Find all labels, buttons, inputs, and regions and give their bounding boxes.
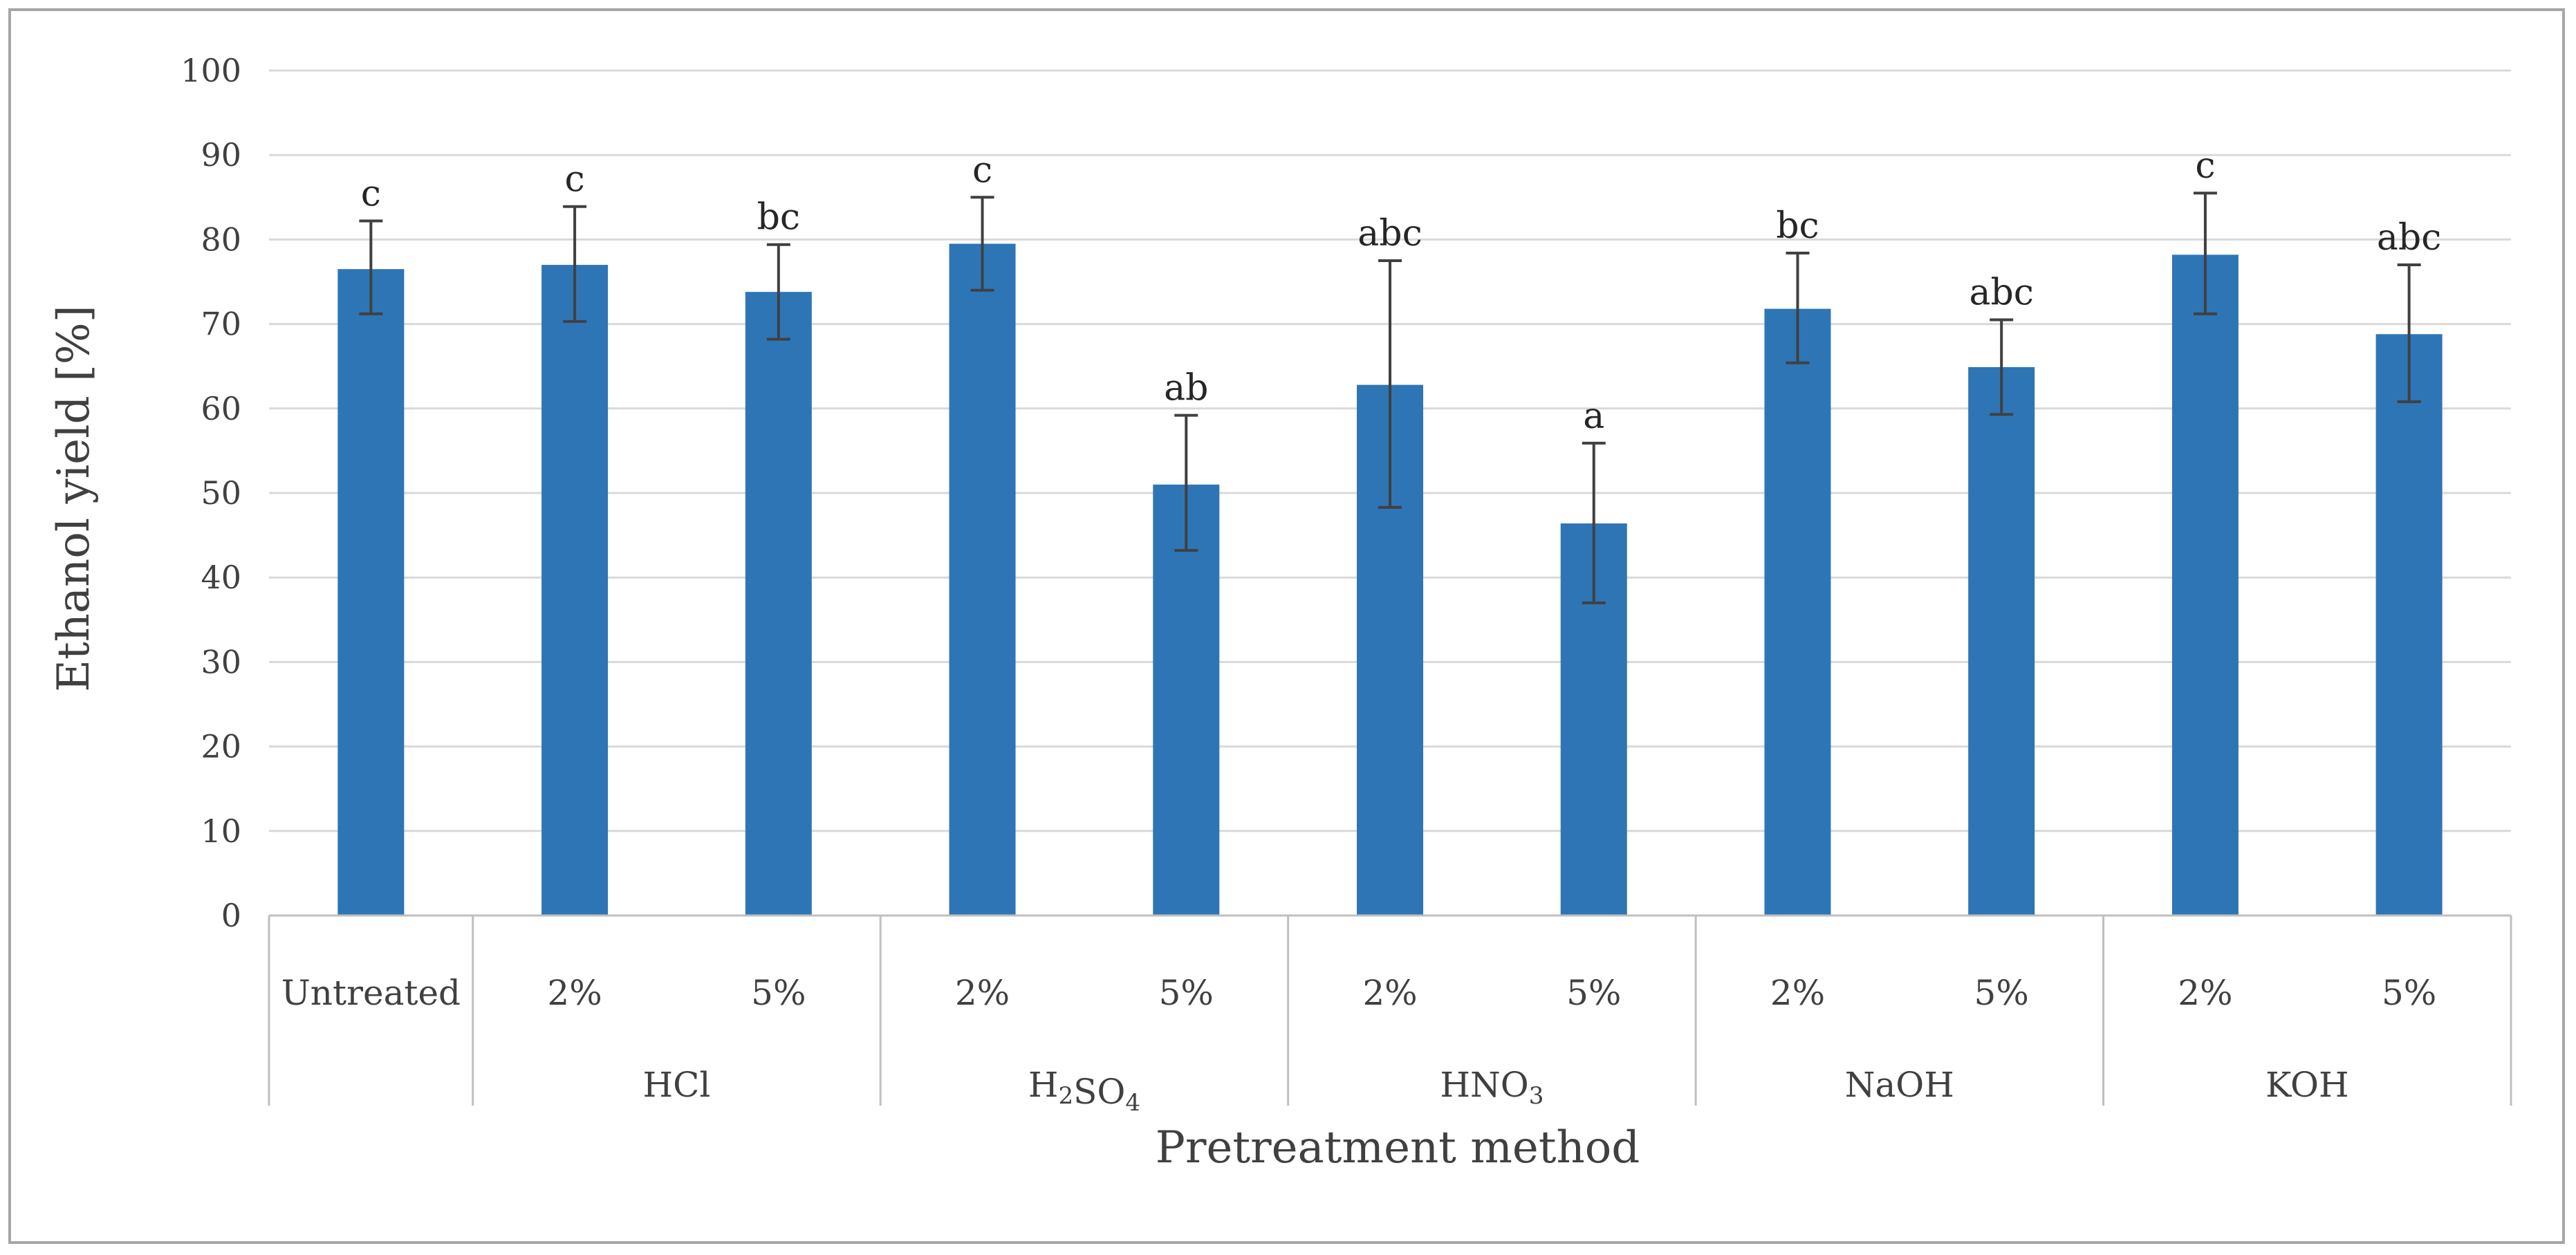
bar — [1153, 484, 1220, 915]
bars — [337, 243, 2443, 915]
x-tick-label: 2% — [1362, 973, 1417, 1013]
y-tick-label: 60 — [201, 390, 241, 427]
y-tick-label: 90 — [201, 136, 241, 174]
error-bar — [970, 196, 994, 292]
error-bar — [2397, 263, 2421, 404]
x-tick-label: 5% — [1974, 973, 2029, 1013]
x-tick-label: 5% — [2382, 973, 2436, 1013]
significance-label: c — [565, 159, 585, 201]
group-label: HNO3 — [1440, 1065, 1544, 1110]
y-axis-ticks: 0 10 20 30 40 50 60 70 80 90 100 — [180, 52, 241, 934]
x-tick-label: 5% — [1159, 973, 1214, 1013]
y-tick-label: 40 — [201, 559, 241, 596]
chart-frame: 0 10 20 30 40 50 60 70 80 90 100 c c bc c ab abc a bc abc c… — [8, 8, 2565, 1244]
bar — [1968, 366, 2035, 915]
y-tick-label: 10 — [201, 812, 241, 850]
x-tick-label: 2% — [1770, 973, 1825, 1013]
x-tick-label: Untreated — [281, 973, 461, 1013]
y-tick-label: 70 — [201, 306, 241, 343]
significance-label: bc — [1776, 205, 1819, 247]
group-label: H2SO4 — [1028, 1065, 1140, 1117]
error-bar — [563, 205, 587, 323]
error-bar — [359, 219, 383, 315]
bar — [2375, 334, 2443, 915]
x-tick-label: 5% — [1566, 973, 1621, 1013]
x-axis-title: Pretreatment method — [1156, 1122, 1640, 1173]
error-bar — [1174, 413, 1198, 552]
error-bars — [359, 192, 2421, 604]
group-label: NaOH — [1845, 1065, 1954, 1105]
bar — [745, 292, 812, 915]
error-bar — [766, 243, 790, 341]
significance-label: c — [972, 149, 992, 191]
y-tick-label: 50 — [201, 474, 241, 512]
y-tick-label: 100 — [180, 52, 241, 89]
significance-label: a — [1583, 396, 1604, 437]
group-label: HCl — [643, 1065, 711, 1105]
group-label: KOH — [2265, 1065, 2349, 1105]
error-bar — [2193, 192, 2217, 315]
bar — [2171, 254, 2239, 915]
significance-label: c — [2195, 145, 2215, 187]
bar — [337, 269, 405, 915]
y-tick-label: 30 — [201, 643, 241, 680]
significance-label: abc — [2377, 217, 2441, 259]
significance-label: ab — [1164, 368, 1208, 409]
y-axis-title: Ethanol yield [%] — [48, 305, 100, 691]
y-tick-label: 20 — [201, 728, 241, 765]
x-tick-label: 2% — [547, 973, 602, 1013]
x-tick-label: 2% — [2178, 973, 2232, 1013]
y-tick-label: 80 — [201, 221, 241, 258]
error-bar — [1990, 318, 2014, 416]
x-tick-label: 2% — [955, 973, 1010, 1013]
error-bar — [1378, 259, 1402, 509]
y-tick-label: 0 — [221, 897, 241, 934]
error-bar — [1582, 441, 1606, 604]
error-bar — [1786, 251, 1810, 364]
bar — [1764, 308, 1831, 915]
significance-label: c — [361, 174, 381, 215]
bar — [541, 265, 609, 915]
category-table: Untreated 2% 5% 2% 5% 2% 5% 2% 5% 2% 5% HCl H2SO4 HNO… — [268, 914, 2512, 1117]
bar — [949, 243, 1016, 915]
significance-label: bc — [757, 197, 800, 239]
x-tick-label: 5% — [751, 973, 806, 1013]
significance-label: abc — [1358, 213, 1422, 254]
significance-label: abc — [1969, 272, 2033, 313]
